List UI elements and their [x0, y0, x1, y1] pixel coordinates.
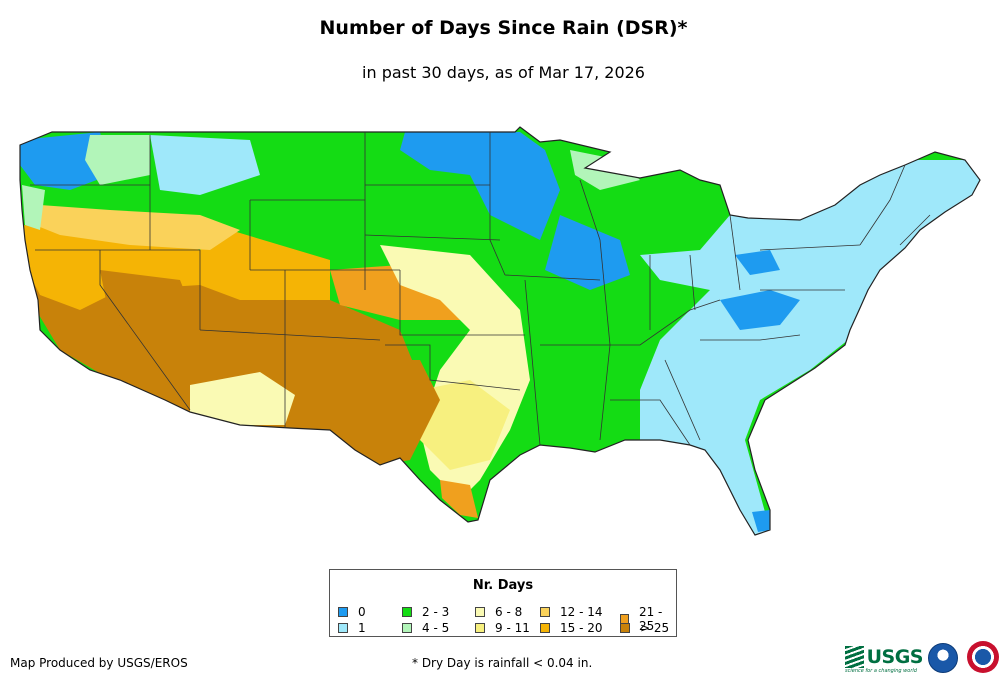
region-great-basin-orange	[20, 225, 330, 310]
legend-label: 15 - 20	[560, 621, 603, 635]
region-washington-lightgreen	[85, 135, 150, 185]
usgs-tagline: science for a changing world	[845, 668, 917, 674]
region-northwest-tan	[35, 205, 240, 250]
noaa-seal-icon	[928, 643, 958, 673]
map-subtitle: in past 30 days, as of Mar 17, 2026	[362, 63, 645, 82]
usgs-logo: USGS science for a changing world	[845, 643, 924, 674]
legend-title: Nr. Days	[472, 578, 534, 593]
region-nevada-brown	[100, 270, 200, 350]
legend-swatch	[402, 607, 412, 617]
region-washington-blue	[20, 132, 110, 190]
legend-item: 2 - 3	[402, 605, 449, 619]
legend-swatch	[475, 623, 485, 633]
region-texas-yellow	[420, 380, 510, 470]
region-westtexas-brown	[325, 360, 440, 465]
region-northcentral-blue	[400, 132, 560, 240]
region-sw-pale	[190, 372, 295, 425]
legend-label: 2 - 3	[422, 605, 450, 619]
legend-item: 15 - 20	[540, 621, 603, 635]
region-ohiovalley-blue	[720, 290, 800, 330]
legend-swatch	[620, 623, 630, 633]
region-iowa-blue	[545, 215, 630, 290]
legend-label: 6 - 8	[495, 605, 523, 619]
legend-label: > 25	[640, 621, 670, 635]
legend-label: 9 - 11	[495, 621, 530, 635]
legend-item: 1	[338, 621, 366, 635]
legend-item: 6 - 8	[475, 605, 522, 619]
usgs-logo-text: USGS	[866, 646, 924, 668]
legend-item: 12 - 14	[540, 605, 603, 619]
legend-swatch	[338, 607, 348, 617]
legend: Nr. Days 0 1 2 - 3 4 - 5 6 - 8 9 - 11 12 - 14 1…	[329, 569, 677, 637]
legend-swatch	[402, 623, 412, 633]
legend-item: 0	[338, 605, 366, 619]
region-montana-cyan	[150, 135, 260, 195]
region-florida-blue	[752, 510, 770, 532]
legend-label: 12 - 14	[560, 605, 603, 619]
legend-item: 9 - 11	[475, 621, 530, 635]
legend-label: 21 - 25	[638, 605, 663, 633]
dry-day-note: * Dry Day is rainfall < 0.04 in.	[412, 656, 593, 670]
region-oregon-coast	[22, 185, 45, 230]
map-title: Number of Days Since Rain (DSR)*	[319, 17, 688, 39]
state-boundaries	[30, 132, 931, 446]
credit-text: Map Produced by USGS/EROS	[10, 656, 188, 670]
legend-swatch	[540, 623, 550, 633]
legend-item: 21 - 25	[620, 605, 676, 633]
legend-item: 4 - 5	[402, 621, 449, 635]
conus-outline	[19, 126, 981, 536]
legend-swatch	[475, 607, 485, 617]
usgs-wave-icon	[845, 646, 864, 668]
legend-item: > 25	[620, 621, 669, 635]
legend-label: 1	[358, 621, 366, 635]
legend-swatch	[338, 623, 348, 633]
region-pa-blue	[735, 250, 780, 275]
legend-swatch	[540, 607, 550, 617]
legend-label: 0	[358, 605, 366, 619]
nws-seal-icon	[967, 641, 999, 673]
region-southtexas-orange	[440, 480, 478, 518]
legend-label: 4 - 5	[422, 621, 450, 635]
